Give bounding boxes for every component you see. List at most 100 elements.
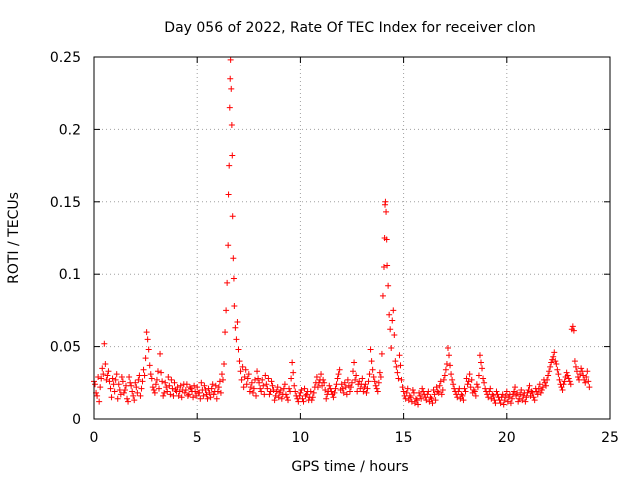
data-point bbox=[189, 388, 196, 395]
axis-ticks bbox=[93, 56, 611, 420]
data-point bbox=[388, 345, 395, 352]
data-point bbox=[225, 191, 232, 198]
data-point bbox=[176, 388, 183, 395]
data-point bbox=[213, 395, 220, 402]
data-point bbox=[330, 394, 337, 401]
data-point bbox=[137, 392, 144, 399]
data-point bbox=[368, 358, 375, 365]
data-point bbox=[383, 208, 390, 215]
data-point bbox=[375, 379, 382, 386]
data-point bbox=[334, 375, 341, 382]
data-point bbox=[569, 323, 576, 330]
data-point bbox=[130, 392, 137, 399]
data-point bbox=[286, 385, 293, 392]
data-point bbox=[116, 387, 123, 394]
data-point bbox=[244, 375, 251, 382]
x-axis-label: GPS time / hours bbox=[291, 459, 408, 475]
data-point bbox=[489, 391, 496, 398]
data-point bbox=[184, 392, 191, 399]
data-point bbox=[308, 397, 315, 404]
data-point bbox=[106, 378, 113, 385]
y-tick-label: 0.1 bbox=[59, 267, 81, 283]
data-point bbox=[420, 388, 427, 395]
data-point bbox=[418, 395, 425, 402]
data-point bbox=[178, 394, 185, 401]
data-point bbox=[396, 352, 403, 359]
data-point bbox=[273, 388, 280, 395]
data-point bbox=[240, 384, 247, 391]
data-point bbox=[331, 389, 338, 396]
data-point bbox=[423, 397, 430, 404]
data-point bbox=[519, 397, 526, 404]
data-point bbox=[236, 358, 243, 365]
data-point bbox=[245, 371, 252, 378]
data-point bbox=[283, 394, 290, 401]
data-point bbox=[354, 388, 361, 395]
data-point bbox=[572, 363, 579, 370]
data-point bbox=[499, 391, 506, 398]
data-point bbox=[103, 376, 110, 383]
data-point bbox=[185, 391, 192, 398]
data-point bbox=[565, 375, 572, 382]
data-point bbox=[550, 353, 557, 360]
data-point bbox=[150, 387, 157, 394]
data-point bbox=[370, 374, 377, 381]
data-point bbox=[389, 317, 396, 324]
data-point bbox=[153, 376, 160, 383]
data-point bbox=[416, 389, 423, 396]
data-point bbox=[384, 262, 391, 269]
data-point bbox=[364, 385, 371, 392]
data-point bbox=[128, 382, 135, 389]
data-point bbox=[249, 389, 256, 396]
data-point bbox=[228, 122, 235, 129]
data-point bbox=[162, 379, 169, 386]
data-point bbox=[216, 378, 223, 385]
data-point bbox=[344, 376, 351, 383]
data-point bbox=[223, 307, 230, 314]
data-point bbox=[257, 385, 264, 392]
data-point bbox=[101, 340, 108, 347]
data-point bbox=[425, 388, 432, 395]
data-point bbox=[132, 379, 139, 386]
data-point bbox=[119, 378, 126, 385]
data-point bbox=[111, 388, 118, 395]
data-point bbox=[478, 359, 484, 366]
data-point bbox=[534, 391, 541, 398]
data-point bbox=[251, 376, 258, 383]
y-tick-label: 0.05 bbox=[50, 340, 81, 356]
data-point bbox=[347, 384, 354, 391]
data-point bbox=[205, 385, 212, 392]
data-point bbox=[522, 398, 529, 405]
data-point bbox=[237, 368, 244, 375]
data-point bbox=[310, 389, 317, 396]
data-point bbox=[125, 398, 132, 405]
data-point bbox=[104, 372, 111, 379]
data-point bbox=[154, 368, 161, 375]
data-point bbox=[290, 369, 297, 376]
data-point bbox=[181, 389, 188, 396]
data-point bbox=[531, 397, 538, 404]
data-point bbox=[263, 381, 270, 388]
data-point bbox=[470, 387, 477, 394]
data-point bbox=[555, 371, 562, 378]
data-point bbox=[498, 394, 505, 401]
data-point bbox=[464, 381, 471, 388]
data-point bbox=[468, 376, 475, 383]
x-tick-label: 25 bbox=[601, 430, 619, 446]
data-point bbox=[182, 387, 189, 394]
data-point bbox=[159, 378, 166, 385]
data-point bbox=[261, 391, 268, 398]
data-point bbox=[451, 385, 458, 392]
data-point bbox=[366, 371, 373, 378]
data-point bbox=[129, 388, 136, 395]
data-point bbox=[350, 368, 357, 375]
data-point bbox=[579, 368, 586, 375]
data-point bbox=[149, 384, 156, 391]
data-point bbox=[485, 394, 492, 401]
data-point bbox=[234, 318, 241, 325]
data-point bbox=[217, 389, 224, 396]
data-point bbox=[314, 384, 321, 391]
data-point bbox=[289, 359, 296, 366]
data-point bbox=[227, 56, 234, 63]
data-point bbox=[373, 385, 380, 392]
